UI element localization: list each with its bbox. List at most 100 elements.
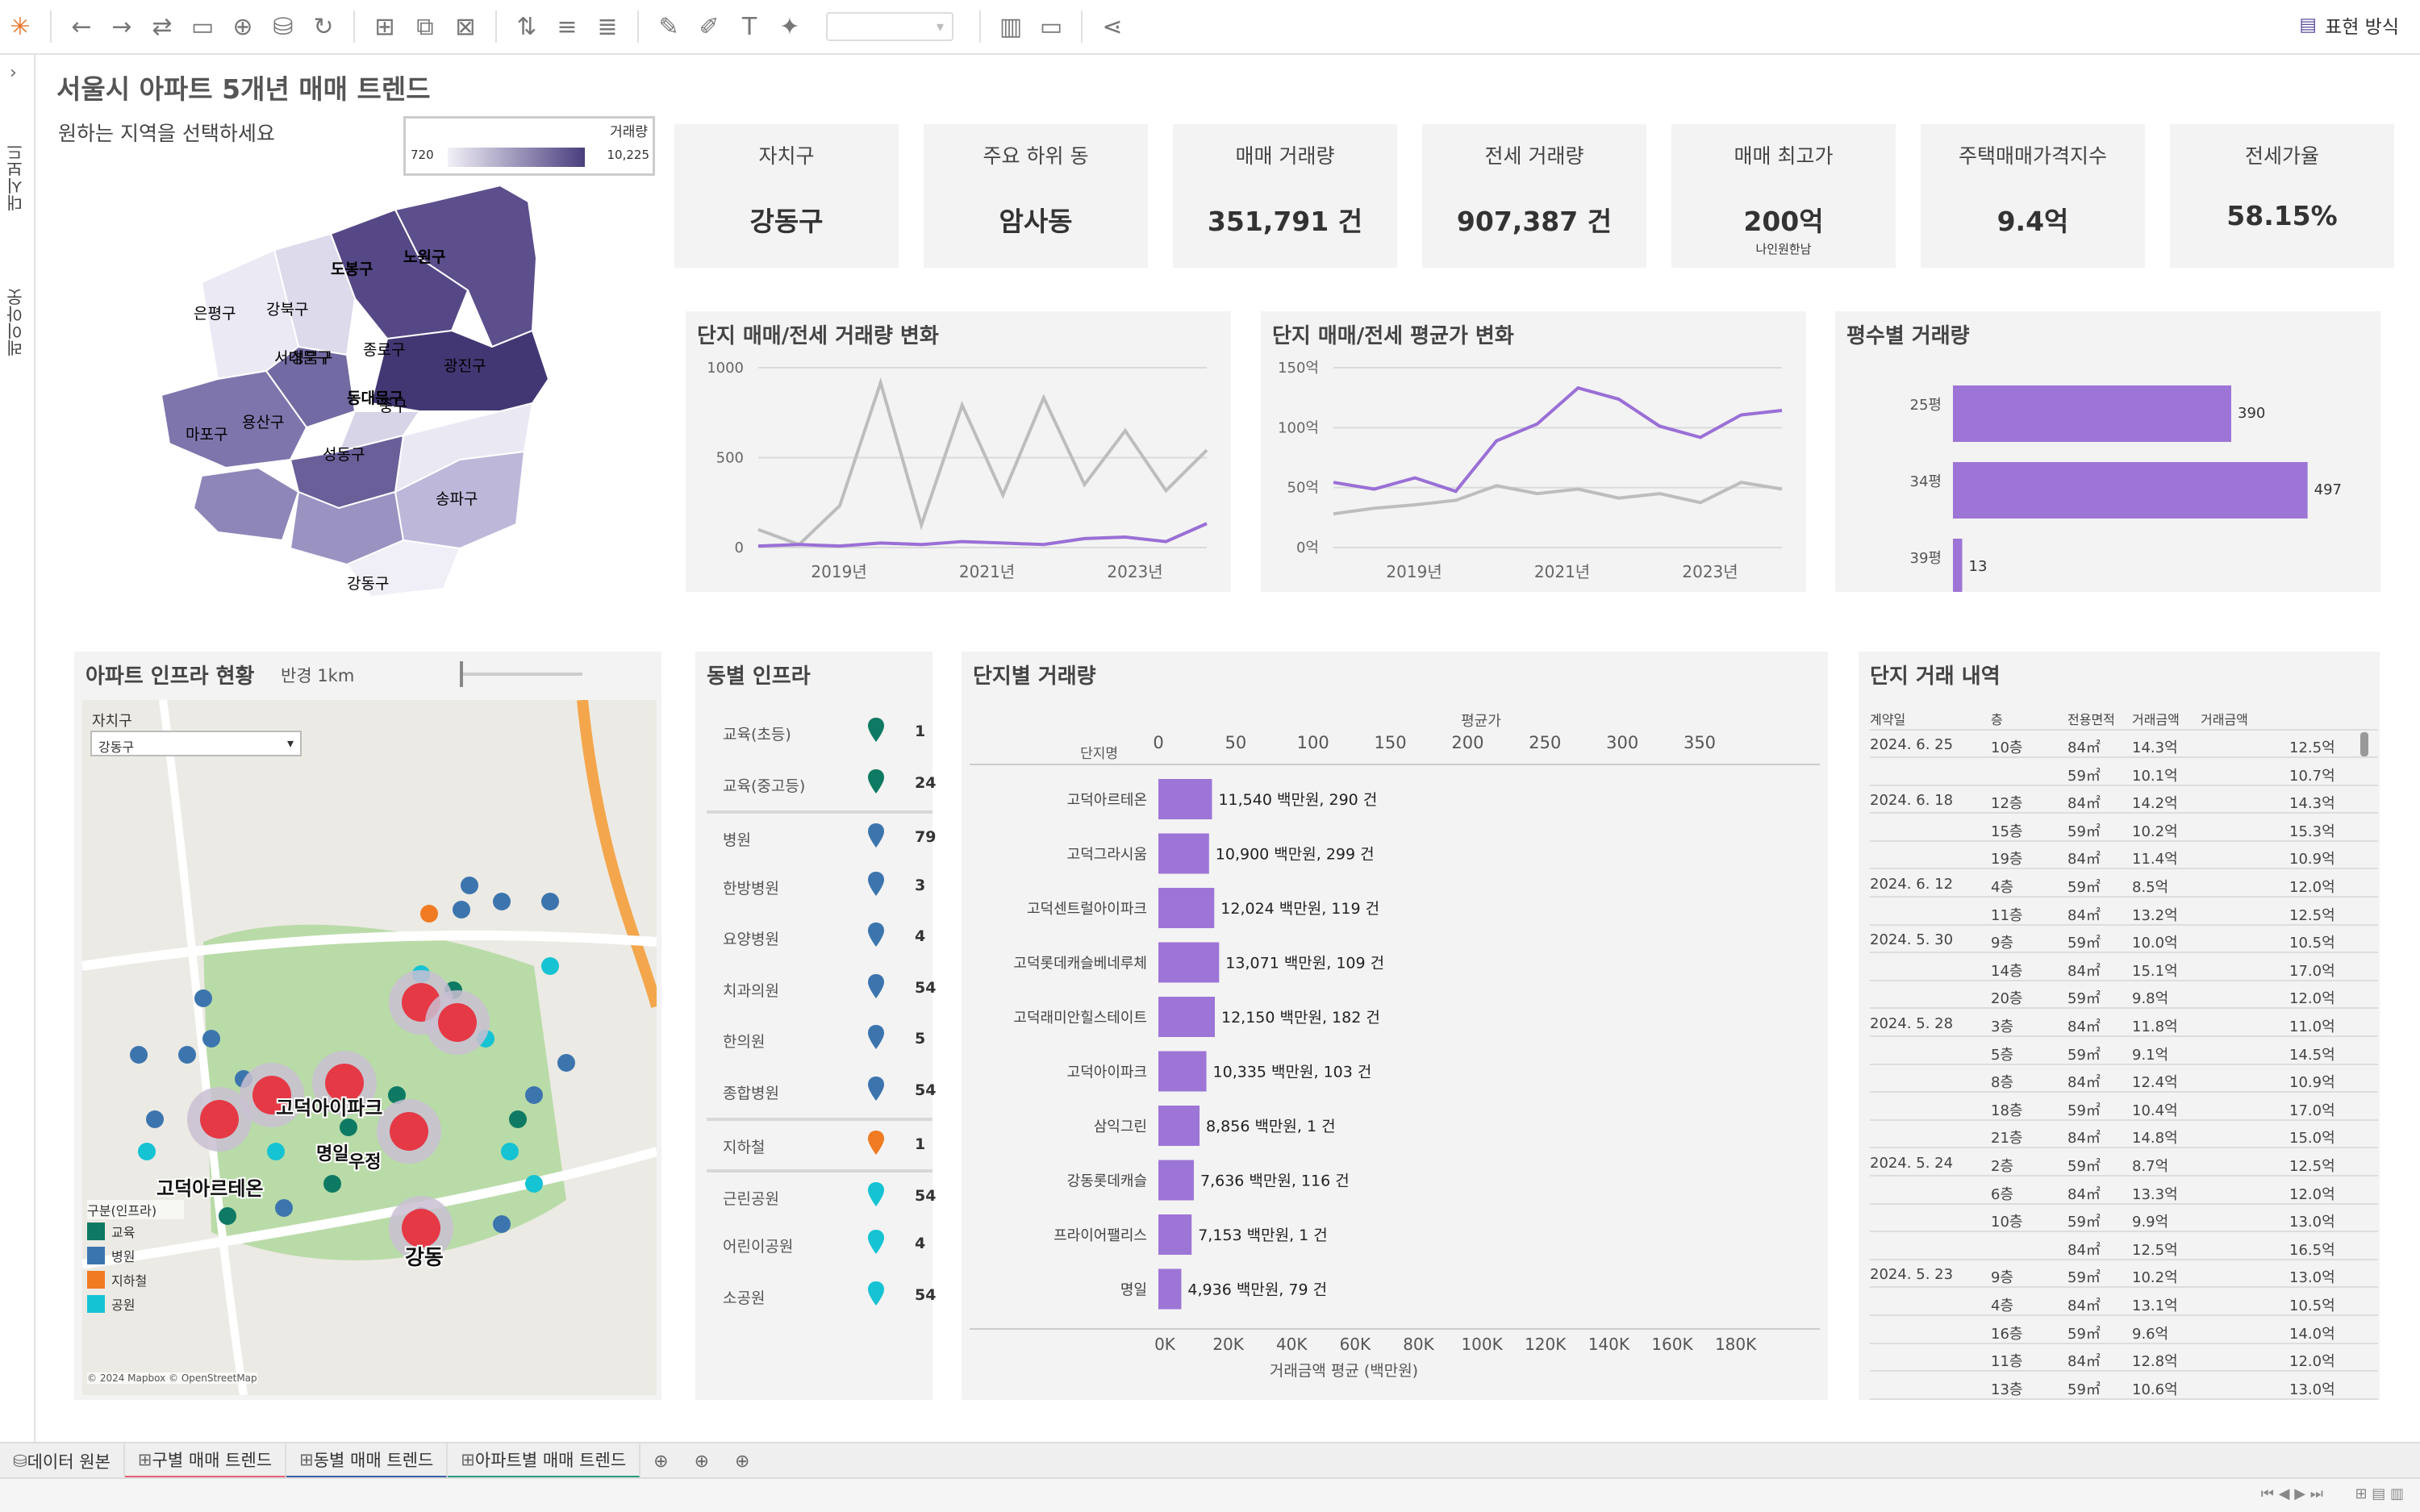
table-row[interactable]: 2024. 5. 30 9층 59㎡ 10.0억 10.5억 (1870, 926, 2378, 954)
tableau-logo-icon[interactable]: ✳ (10, 12, 31, 41)
infra-pin[interactable] (219, 1207, 236, 1225)
map-legend-item[interactable]: 교육 (87, 1219, 184, 1243)
new-sheet-icon[interactable]: ⊞ (374, 12, 395, 41)
bar[interactable] (1158, 779, 1212, 819)
infra-pin[interactable] (138, 1143, 156, 1160)
share-icon[interactable]: ⋖ (1102, 12, 1123, 41)
clear-icon[interactable]: ⊠ (455, 12, 476, 41)
new-story-icon[interactable]: ⊕ (735, 1451, 750, 1472)
infra-pin[interactable] (557, 1054, 575, 1072)
apartment-marker[interactable] (390, 1112, 428, 1151)
table-header-cell[interactable]: 전용면적 (2067, 712, 2115, 727)
bar[interactable] (1158, 1268, 1182, 1310)
infra-pin[interactable] (509, 1110, 527, 1128)
bar[interactable] (1158, 888, 1215, 928)
infra-pin[interactable] (340, 1118, 357, 1136)
table-row[interactable]: 11층 84㎡ 13.2억 12.5억 (1870, 898, 2378, 926)
apartment-marker[interactable] (252, 1076, 291, 1114)
sheet-tab[interactable]: ⊞ 구별 매매 트렌드 (124, 1443, 287, 1479)
dong-infra-row[interactable]: 소공원 54 (707, 1272, 936, 1320)
dong-infra-row[interactable]: 요양병원 4 (707, 913, 933, 961)
bar[interactable] (1158, 1160, 1194, 1201)
table-row[interactable]: 15층 59㎡ 10.2억 15.3억 (1870, 814, 2378, 842)
highlight-icon[interactable]: ✎ (658, 12, 679, 41)
bar[interactable] (1158, 833, 1209, 874)
swap-icon[interactable]: ⇄ (152, 12, 173, 41)
table-row[interactable]: 19층 84㎡ 11.4억 10.9억 (1870, 842, 2378, 870)
infra-pin[interactable] (541, 957, 559, 975)
bar[interactable] (1158, 1106, 1200, 1146)
infra-pin[interactable] (146, 1110, 164, 1128)
bar[interactable] (1158, 942, 1220, 983)
infra-pin[interactable] (130, 1046, 148, 1064)
table-row[interactable]: 5층 59㎡ 9.1억 14.5억 (1870, 1038, 2378, 1065)
series-line[interactable] (757, 522, 1208, 548)
collapse-icon[interactable]: › (10, 63, 17, 83)
map-legend-item[interactable]: 지하철 (87, 1268, 184, 1292)
infra-pin[interactable] (275, 1199, 293, 1217)
district-filter-dropdown[interactable]: 강동구 ▾ (90, 731, 302, 756)
dong-infra-row[interactable]: 교육(초등) 1 (707, 708, 933, 756)
infra-pin[interactable] (453, 901, 470, 918)
chart-icon[interactable]: ▥ (999, 12, 1023, 41)
district-dobong[interactable] (329, 208, 469, 340)
bar[interactable] (1953, 462, 2308, 519)
tab-dashboard[interactable]: 대시보드 (6, 144, 25, 211)
table-row[interactable]: 2024. 5. 28 3층 84㎡ 11.8억 11.0억 (1870, 1010, 2378, 1037)
bar[interactable] (1158, 1051, 1207, 1092)
sheet-tab[interactable]: ⊞ 동별 매매 트렌드 (286, 1443, 449, 1479)
apartment-marker[interactable] (402, 1209, 440, 1248)
infra-pin[interactable] (525, 1175, 543, 1193)
district-mapo[interactable] (160, 369, 308, 469)
annotate-icon[interactable]: ✐ (699, 12, 720, 41)
bar[interactable] (1953, 539, 1963, 592)
table-header-cell[interactable]: 계약일 (1870, 712, 1906, 727)
label-icon[interactable]: T (741, 12, 757, 41)
swap-rows-icon[interactable]: ⇅ (516, 12, 537, 41)
dong-infra-row[interactable]: 병원 79 (707, 810, 936, 859)
series-line[interactable] (1333, 385, 1783, 494)
infra-pin[interactable] (501, 1143, 519, 1160)
area-bar-chart[interactable]: 25평 390 34평 497 39평 13 (1835, 352, 2380, 592)
save-icon[interactable]: ▭ (190, 12, 215, 41)
sheet-tab[interactable]: ⛁ 데이터 원본 (0, 1443, 125, 1479)
map-legend-item[interactable]: 병원 (87, 1243, 184, 1268)
duplicate-icon[interactable]: ⧉ (416, 12, 434, 41)
apartment-marker[interactable] (325, 1064, 364, 1102)
table-row[interactable]: 20층 59㎡ 9.8억 12.0억 (1870, 981, 2378, 1010)
infra-pin[interactable] (493, 893, 511, 910)
table-header-cell[interactable]: 층 (1991, 712, 2003, 727)
bar[interactable] (1158, 1214, 1192, 1255)
district-gangdong[interactable] (345, 539, 461, 598)
pin-icon[interactable]: ✦ (779, 12, 800, 41)
table-row[interactable]: 2024. 5. 23 9층 59㎡ 10.2억 13.0억 (1870, 1260, 2378, 1289)
page-nav[interactable]: ⏮ ◀ ▶ ⏭ (2260, 1485, 2323, 1502)
tab-layout[interactable]: 레이아웃 (6, 289, 25, 356)
undo-icon[interactable]: ← (71, 12, 92, 41)
fit-combo[interactable]: ▾ (826, 12, 953, 41)
infra-pin[interactable] (461, 877, 478, 894)
sheet-tab[interactable]: ⊞ 아파트별 매매 트렌드 (448, 1443, 641, 1479)
table-row[interactable]: 59㎡ 10.1억 10.7억 (1870, 759, 2378, 786)
dong-infra-row[interactable]: 어린이공원 4 (707, 1220, 933, 1268)
table-scrollbar[interactable] (2360, 732, 2368, 756)
infra-pin[interactable] (525, 1086, 543, 1104)
apartment-marker[interactable] (438, 1003, 477, 1042)
refresh-icon[interactable]: ↻ (313, 12, 334, 41)
infra-pin[interactable] (541, 893, 559, 910)
table-row[interactable]: 10층 59㎡ 9.9억 13.0억 (1870, 1205, 2378, 1233)
radius-slider[interactable] (460, 661, 582, 687)
infra-pin[interactable] (493, 1215, 511, 1233)
dong-infra-row[interactable]: 한방병원 3 (707, 862, 933, 910)
infra-pin[interactable] (420, 905, 438, 923)
dong-infra-row[interactable]: 한의원 5 (707, 1015, 933, 1064)
apartment-marker[interactable] (200, 1100, 239, 1139)
dong-infra-row[interactable]: 치과의원 54 (707, 964, 936, 1013)
bar[interactable] (1158, 997, 1215, 1037)
table-row[interactable]: 18층 59㎡ 10.4억 17.0억 (1870, 1093, 2378, 1121)
map-legend-item[interactable]: 공원 (87, 1292, 184, 1316)
table-row[interactable]: 16층 59㎡ 9.6억 14.0억 (1870, 1317, 2378, 1344)
